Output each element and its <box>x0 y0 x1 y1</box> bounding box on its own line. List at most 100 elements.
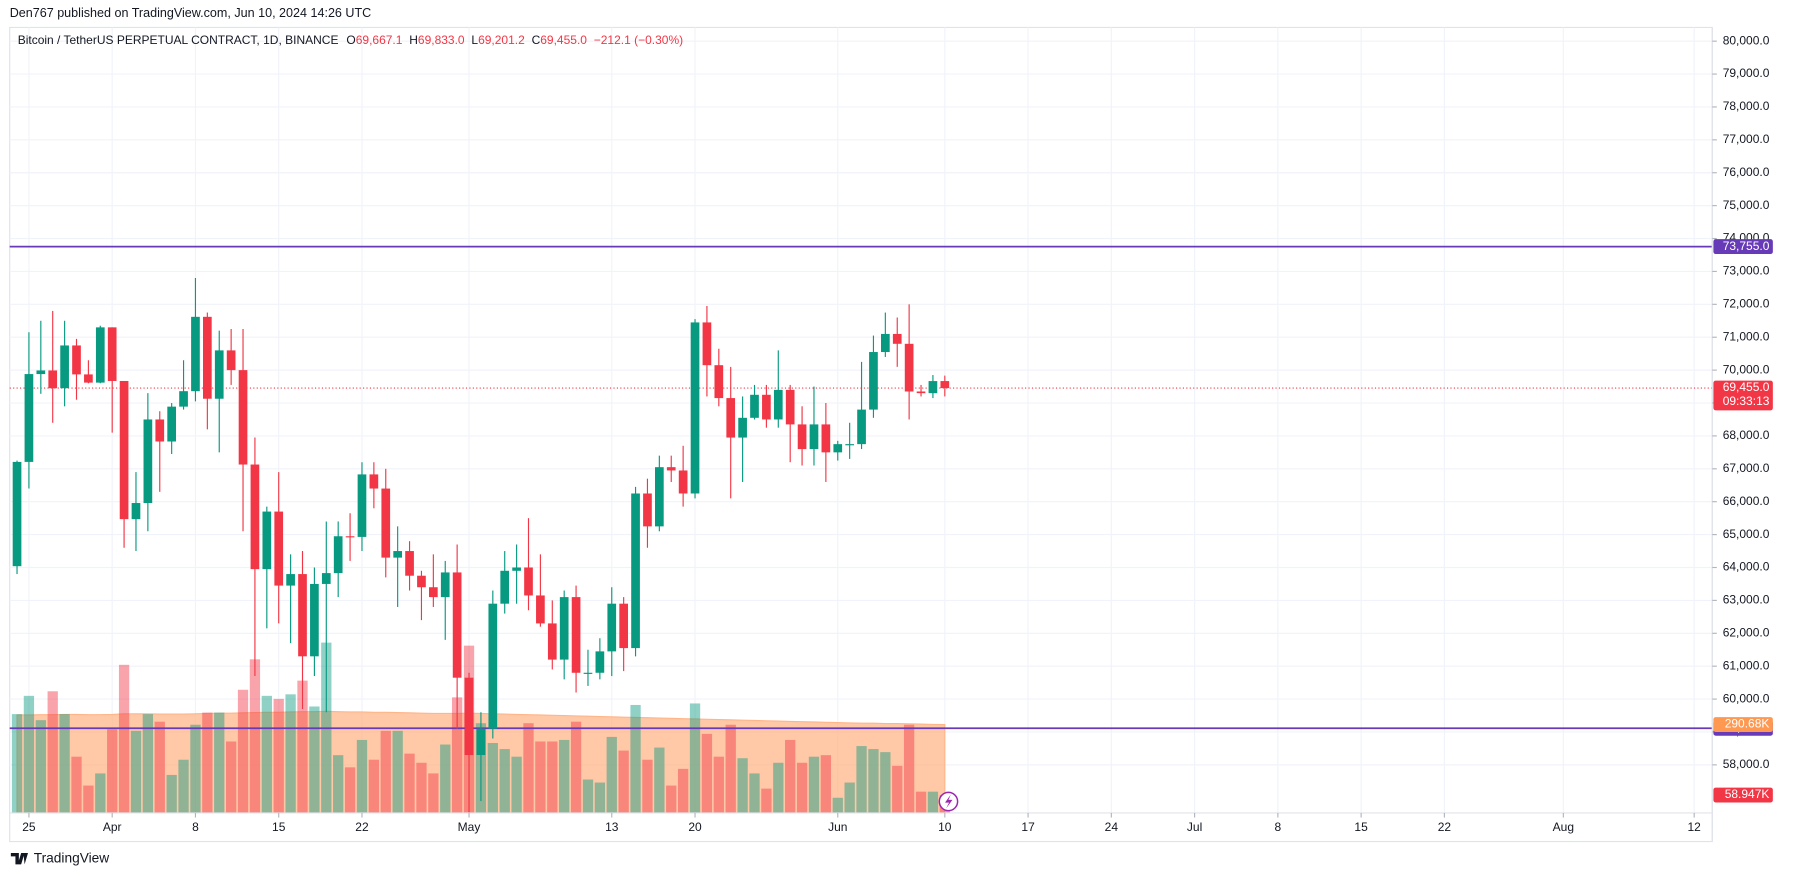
y-tick-label: 61,000.0 <box>1723 658 1770 672</box>
candle-body <box>809 424 819 450</box>
volume-bar <box>11 714 23 813</box>
y-tick-label: 73,000.0 <box>1723 264 1770 278</box>
candle-body <box>428 587 438 598</box>
candle-body <box>940 381 950 389</box>
volume-bar <box>725 724 736 813</box>
candle-body <box>131 503 141 520</box>
high-letter: H <box>409 33 418 47</box>
open-letter: O <box>346 33 355 47</box>
volume-bar <box>118 664 130 813</box>
close-letter: C <box>532 33 541 47</box>
volume-bar <box>404 753 415 813</box>
publisher-line: Den767 published on TradingView.com, Jun… <box>10 6 372 20</box>
volume-bar <box>773 762 784 813</box>
volume-bar <box>35 720 46 813</box>
candle-body <box>654 467 664 527</box>
candle-body <box>904 343 914 392</box>
volume-bar <box>428 773 439 813</box>
y-tick-label: 66,000.0 <box>1723 494 1770 508</box>
volume-bar <box>701 733 713 813</box>
volume-bar <box>83 785 94 813</box>
volume-bar <box>689 703 701 813</box>
volume-bar <box>202 712 213 813</box>
brand: TradingView <box>34 850 110 865</box>
candle-body <box>452 572 462 678</box>
y-tick-label: 75,000.0 <box>1723 198 1770 212</box>
candle-body <box>24 374 34 462</box>
x-tick-label: 25 <box>22 820 36 834</box>
candle-body <box>369 474 379 489</box>
x-tick-label: 10 <box>938 820 952 834</box>
volume-bar <box>499 749 510 813</box>
volume-bar <box>606 736 617 813</box>
candle-body <box>143 419 153 504</box>
volume-bar <box>273 698 284 813</box>
volume-bar <box>59 714 70 813</box>
candle-body <box>678 470 688 494</box>
y-tick-label: 72,000.0 <box>1723 297 1770 311</box>
candle-body <box>571 597 581 673</box>
volume-bar <box>451 697 463 813</box>
candle-body <box>821 424 831 453</box>
volume-bar <box>808 756 820 813</box>
candle-body <box>916 391 926 394</box>
candle-body <box>785 389 795 425</box>
candle-body <box>928 381 938 394</box>
candle-body <box>619 603 629 649</box>
volume-bar <box>927 791 939 813</box>
y-tick-label: 68,000.0 <box>1723 428 1770 442</box>
y-tick-label: 79,000.0 <box>1723 66 1770 80</box>
volume-bar <box>892 765 903 813</box>
candle-body <box>393 551 403 558</box>
candle-body <box>488 603 498 729</box>
candle-body <box>702 322 712 366</box>
volume-bar <box>333 755 344 813</box>
volume-bar <box>416 762 427 813</box>
candle-body <box>714 365 724 399</box>
x-tick-label: 15 <box>1354 820 1368 834</box>
candle-body <box>36 370 46 375</box>
x-tick-label: 8 <box>192 820 199 834</box>
candle-body <box>869 352 878 410</box>
volume-bar <box>261 695 272 813</box>
change: −212.1 (−0.30%) <box>594 33 683 47</box>
volume-bar <box>356 739 368 813</box>
x-tick-label: 8 <box>1275 820 1282 834</box>
volume-tag-label: 58.947K <box>1725 787 1770 801</box>
candle-body <box>250 464 260 570</box>
y-tick-label: 77,000.0 <box>1723 132 1770 146</box>
volume-bar <box>559 739 570 813</box>
x-tick-label: 20 <box>688 820 702 834</box>
candle-body <box>762 394 771 420</box>
volume-bar <box>594 782 606 813</box>
x-tick-label: Aug <box>1553 820 1574 834</box>
volume-bar <box>285 694 296 813</box>
volume-bar <box>392 730 403 813</box>
candle-body <box>857 409 866 445</box>
volume-bar <box>237 689 249 813</box>
candle-body <box>524 567 533 596</box>
volume-bar <box>23 695 35 813</box>
volume-bar <box>511 756 522 813</box>
volume-bar <box>166 774 177 813</box>
volume-tag-label: 290.68K <box>1725 717 1770 731</box>
volume-bar <box>737 758 748 813</box>
last-price-tag-label: 69,455.0 <box>1723 380 1770 394</box>
candle-body <box>381 488 391 558</box>
volume-bar <box>903 724 915 813</box>
volume-bar <box>368 759 380 813</box>
candle-body <box>60 345 69 389</box>
volume-bar <box>154 721 165 813</box>
volume-bar <box>749 773 760 813</box>
candle-body <box>845 444 855 446</box>
candle-body <box>357 474 367 537</box>
candle-body <box>738 417 747 438</box>
candle-body <box>417 575 426 588</box>
candle-body <box>583 672 593 674</box>
replay-icon[interactable] <box>938 791 959 812</box>
candle-body <box>48 370 58 389</box>
close-value: 69,455.0 <box>540 33 587 47</box>
candle-body <box>547 623 557 660</box>
candle-body <box>95 327 105 383</box>
volume-bar <box>190 724 201 813</box>
